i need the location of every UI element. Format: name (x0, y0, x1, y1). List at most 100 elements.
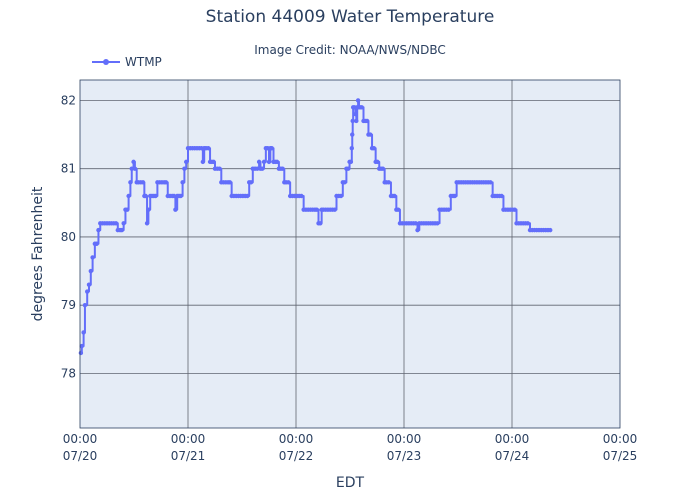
data-point (163, 180, 169, 185)
data-point (548, 227, 553, 233)
data-point (182, 166, 187, 171)
data-point (180, 180, 185, 185)
data-point (280, 166, 285, 171)
data-point (380, 166, 386, 171)
data-point (386, 180, 391, 185)
data-point (131, 159, 136, 165)
data-point (255, 166, 260, 171)
data-point (171, 193, 177, 199)
plot-border (79, 79, 621, 429)
data-point (119, 227, 125, 233)
data-point (349, 146, 354, 151)
data-point (350, 132, 355, 137)
y-tick-label-2: 80 (61, 230, 76, 244)
data-point (342, 180, 347, 185)
data-point (368, 132, 373, 137)
data-point (359, 105, 364, 110)
data-point (375, 159, 380, 165)
data-point (314, 207, 319, 212)
legend-marker-swatch (103, 59, 109, 65)
chart-title: Station 44009 Water Temperature (206, 7, 495, 27)
data-point (364, 118, 370, 124)
plot-area (80, 80, 620, 428)
data-point (173, 207, 178, 212)
x-tick-label-0: 00:00 07/20 (63, 432, 98, 463)
data-point (85, 289, 90, 294)
x-tick-date-5: 07/25 (603, 449, 638, 463)
data-point (348, 159, 354, 165)
data-point (446, 207, 451, 212)
y-tick-label-1: 79 (61, 298, 76, 312)
y-tick-label-4: 82 (61, 93, 76, 107)
data-point (525, 221, 530, 226)
y-tick-label-0: 78 (61, 366, 76, 380)
data-point (140, 180, 146, 185)
x-tick-date-4: 07/24 (495, 449, 530, 463)
data-point (126, 193, 131, 199)
data-point (299, 193, 304, 199)
data-point (256, 159, 262, 165)
data-point (346, 166, 351, 171)
data-point (512, 207, 517, 212)
data-point (144, 221, 150, 226)
data-point (88, 268, 94, 274)
x-tick-date-3: 07/23 (387, 449, 422, 463)
x-tick-time-1: 00:00 (171, 432, 206, 446)
x-tick-time-5: 00:00 (603, 432, 638, 446)
data-point (227, 180, 233, 185)
data-point (86, 282, 92, 287)
data-point (211, 159, 216, 165)
x-tick-time-3: 00:00 (387, 432, 422, 446)
data-point (332, 207, 337, 212)
data-point (78, 350, 84, 356)
y-axis-ticks: 78 79 80 81 82 (61, 93, 76, 380)
data-point (178, 193, 183, 199)
data-point (248, 180, 254, 185)
data-point (82, 302, 88, 308)
data-point (413, 221, 418, 226)
data-point (129, 166, 134, 171)
data-point (94, 241, 99, 246)
legend[interactable]: WTMP (92, 55, 162, 69)
data-point (371, 146, 377, 151)
x-tick-label-5: 00:00 07/25 (603, 432, 638, 463)
data-point (206, 146, 211, 151)
data-point (353, 111, 358, 117)
data-point (128, 180, 133, 185)
data-point (153, 193, 158, 199)
x-tick-label-2: 00:00 07/22 (279, 432, 314, 463)
data-point (435, 221, 440, 226)
x-tick-date-2: 07/22 (279, 449, 314, 463)
data-point (125, 207, 130, 212)
data-point (338, 193, 344, 199)
x-axis-ticks: 00:00 07/20 00:00 07/21 00:00 07/22 00:00 07/23… (63, 432, 638, 463)
data-point (395, 207, 401, 212)
chart-subtitle: Image Credit: NOAA/NWS/NDBC (254, 43, 445, 57)
x-tick-time-2: 00:00 (279, 432, 314, 446)
data-point (200, 159, 206, 165)
data-point (274, 159, 280, 165)
data-point (269, 146, 274, 151)
data-point (261, 159, 267, 165)
data-point (415, 227, 420, 233)
data-point (354, 118, 359, 124)
x-axis-label: EDT (336, 475, 365, 491)
data-point (318, 221, 323, 226)
data-point (266, 159, 272, 165)
data-point (79, 343, 85, 349)
data-point (121, 221, 126, 226)
x-tick-date-1: 07/21 (171, 449, 206, 463)
series-wtmp (78, 98, 553, 356)
data-point (90, 255, 95, 260)
data-point (499, 193, 504, 199)
data-point (260, 166, 265, 171)
data-point (113, 221, 119, 226)
data-point (96, 227, 101, 233)
x-tick-date-0: 07/20 (63, 449, 98, 463)
x-tick-time-4: 00:00 (495, 432, 530, 446)
y-tick-label-3: 81 (61, 162, 76, 176)
x-tick-label-1: 00:00 07/21 (171, 432, 206, 463)
data-point (143, 193, 148, 199)
data-point (217, 166, 222, 171)
